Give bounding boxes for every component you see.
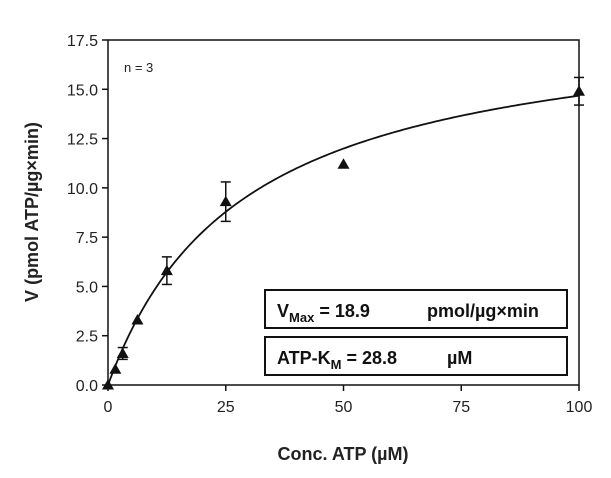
x-axis-ticks: 0 25 50 75 100 (104, 385, 593, 416)
y-tick-label: 2.5 (76, 329, 98, 346)
sample-size-note: n = 3 (124, 60, 153, 75)
km-label: ATP-K (277, 348, 331, 368)
y-tick-label: 15.0 (67, 82, 98, 99)
km-sub: M (331, 357, 342, 372)
vmax-sub: Max (289, 310, 315, 325)
data-point-triangle (131, 313, 144, 325)
data-point-triangle (102, 379, 114, 390)
x-tick-label: 0 (104, 399, 113, 416)
vmax-box: VMax = 18.9 pmol/µg×min (264, 289, 568, 329)
data-point-triangle (109, 363, 122, 374)
x-axis-title: Conc. ATP (µM) (277, 444, 408, 464)
km-eq: = 28.8 (342, 348, 398, 368)
y-tick-label: 7.5 (76, 230, 98, 247)
y-axis-ticks: 0.0 2.5 5.0 7.5 10.0 12.5 15.0 17.5 (67, 33, 108, 395)
km-box: ATP-KM = 28.8 µM (264, 336, 568, 376)
x-tick-label: 75 (452, 399, 470, 416)
data-point-triangle (160, 264, 173, 276)
plot-frame (107, 39, 580, 386)
y-tick-label: 10.0 (67, 181, 98, 198)
y-tick-label: 5.0 (76, 279, 98, 296)
y-tick-label: 12.5 (67, 132, 98, 149)
y-tick-label: 0.0 (76, 378, 98, 395)
data-point-triangle (116, 347, 129, 358)
y-axis-title: V (pmol ATP/µg×min) (22, 122, 42, 302)
x-tick-label: 25 (217, 399, 235, 416)
vmax-unit: pmol/µg×min (427, 301, 539, 321)
svg-text:ATP-KM = 28.8: ATP-KM = 28.8 (277, 348, 397, 372)
data-point-triangle (573, 85, 585, 96)
x-tick-label: 50 (335, 399, 353, 416)
data-point-triangle (219, 195, 232, 207)
svg-text:VMax = 18.9: VMax = 18.9 (277, 301, 370, 325)
data-point-triangle (337, 158, 350, 169)
y-tick-label: 17.5 (67, 33, 98, 50)
km-unit: µM (447, 348, 472, 368)
x-tick-label: 100 (566, 399, 593, 416)
vmax-label: V (277, 301, 289, 321)
fit-curve (107, 94, 580, 386)
vmax-eq: = 18.9 (314, 301, 370, 321)
data-points (102, 76, 585, 390)
